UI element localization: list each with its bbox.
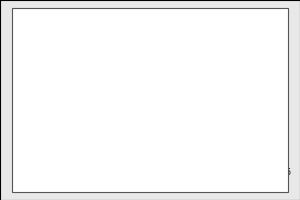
Y-axis label: Concentration(ng/mL): Concentration(ng/mL) xyxy=(15,46,24,138)
X-axis label: Optical Density: Optical Density xyxy=(128,180,202,190)
